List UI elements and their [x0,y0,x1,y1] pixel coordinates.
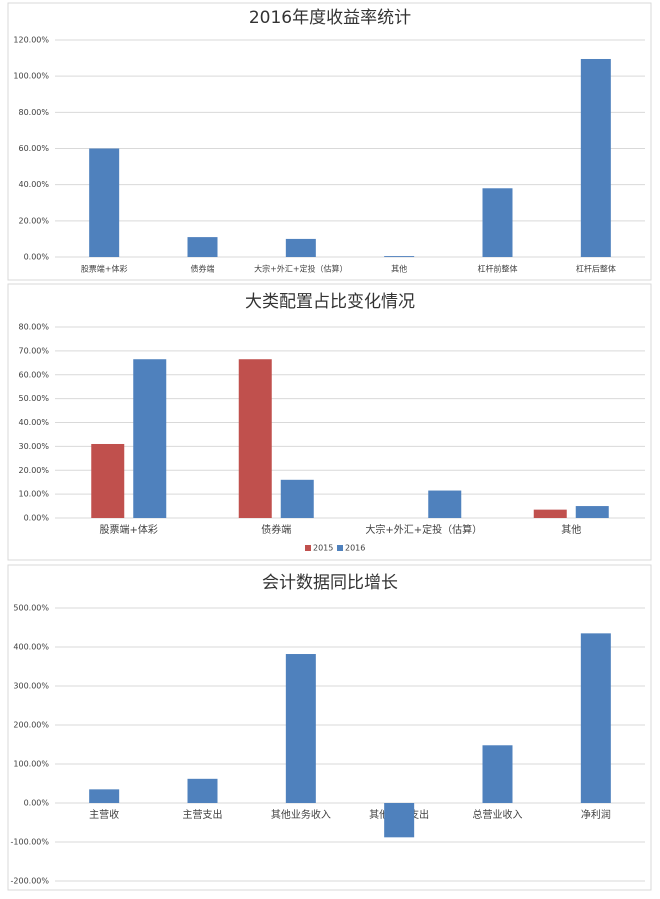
y-tick-label: 100.00% [13,72,49,81]
chart-title: 2016年度收益率统计 [249,8,411,28]
bar [482,745,513,803]
y-tick-label: 40.00% [18,418,49,427]
x-tick-label: 债券端 [191,264,215,274]
y-tick-label: 400.00% [13,643,49,652]
legend-swatch [305,545,311,551]
y-tick-label: 30.00% [18,442,49,451]
y-tick-label: 80.00% [18,323,49,332]
bar [187,778,218,803]
y-tick-label: 80.00% [18,108,49,117]
bar [285,654,316,803]
y-tick-label: 20.00% [18,216,49,225]
y-tick-label: 0.00% [24,253,50,262]
y-tick-label: 0.00% [24,514,50,523]
x-tick-label: 债券端 [261,523,291,536]
x-tick-label: 股票端+体彩 [100,523,158,536]
x-tick-label: 杠杆前整体 [478,264,518,274]
bar [384,256,415,257]
y-tick-label: 20.00% [18,466,49,475]
chart-frame [7,283,652,561]
bar [238,359,272,518]
bar [384,803,415,838]
legend-label: 2016 [345,544,365,553]
y-tick-label: 60.00% [18,370,49,379]
bar [428,490,462,518]
chart-title: 会计数据同比增长 [262,573,398,593]
chart-frame [7,2,652,281]
bar [89,789,120,803]
y-tick-label: 50.00% [18,394,49,403]
bar [533,509,567,518]
y-tick-label: 70.00% [18,346,49,355]
y-tick-label: 300.00% [13,682,49,691]
legend-label: 2015 [313,544,333,553]
bar [575,506,609,518]
x-tick-label: 大宗+外汇+定投（估算） [365,523,482,536]
y-tick-label: 40.00% [18,180,49,189]
chart-frame [7,564,652,891]
y-tick-label: 10.00% [18,490,49,499]
x-tick-label: 大宗+外汇+定投（估算） [254,264,347,274]
y-tick-label: 200.00% [13,721,49,730]
x-tick-label: 其他业务收入 [271,808,331,821]
x-tick-label: 总营业收入 [473,808,523,821]
y-tick-label: 60.00% [18,144,49,153]
bar [580,633,611,803]
bar [187,237,218,257]
bar [482,188,513,257]
bar [580,58,611,257]
x-tick-label: 主营收 [89,808,119,821]
bar [285,238,316,257]
y-tick-label: 100.00% [13,760,49,769]
chart-title: 大类配置占比变化情况 [245,292,415,312]
bar [280,479,314,518]
y-tick-label: -200.00% [11,877,50,886]
y-tick-label: 120.00% [13,36,49,45]
x-tick-label: 股票端+体彩 [81,264,128,274]
bar [91,443,125,518]
legend-swatch [337,545,343,551]
x-tick-label: 其他 [561,523,581,536]
x-tick-label: 净利润 [581,808,611,821]
bar [89,148,120,257]
y-tick-label: -100.00% [11,838,50,847]
bar [133,359,167,518]
y-tick-label: 0.00% [24,799,50,808]
x-tick-label: 主营支出 [183,808,223,821]
x-tick-label: 杠杆后整体 [576,264,616,274]
x-tick-label: 其他 [391,264,407,274]
y-tick-label: 500.00% [13,604,49,613]
